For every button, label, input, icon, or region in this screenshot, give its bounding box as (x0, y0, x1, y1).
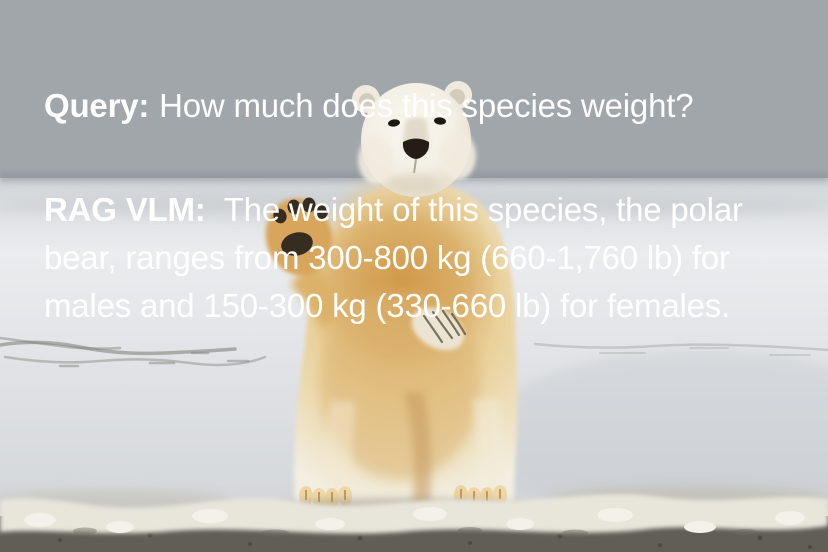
snow-shading-right (480, 350, 828, 530)
ridge-dark-gaps (73, 527, 757, 537)
snow-clumps (24, 507, 805, 533)
bear-ear-left-inner (359, 93, 375, 109)
bear-chin-shadow (388, 174, 440, 194)
answer-paragraph: RAG VLM: The weight of this species, the … (44, 186, 786, 330)
bear-cheek-fluff-right (440, 132, 476, 180)
query-line: Query: How much does this species weight? (44, 82, 694, 130)
bear-clasped-paw-claws (422, 309, 467, 344)
bear-eye-right (434, 117, 446, 125)
answer-label: RAG VLM: (44, 191, 206, 228)
gravel-texture (58, 532, 812, 549)
bear-leg-highlight-right (472, 398, 506, 504)
bear-eyes (388, 117, 446, 127)
bear-paw-pads (273, 197, 329, 256)
bear-mouth (413, 158, 417, 174)
bear-nose (402, 138, 430, 159)
bear-eye-left (388, 119, 400, 127)
query-text: How much does this species weight? (159, 87, 694, 124)
answer-text: The weight of this species, the polar be… (44, 191, 743, 324)
bear-raised-arm (290, 262, 354, 328)
query-label: Query: (44, 87, 150, 124)
bear-foot-claws (305, 489, 501, 502)
bear-leg-gap-shadow (404, 392, 432, 504)
bear-leg-highlight-left (325, 400, 356, 504)
dirt-streaks (0, 336, 828, 368)
bear-cheek-fluff-left (358, 136, 394, 184)
